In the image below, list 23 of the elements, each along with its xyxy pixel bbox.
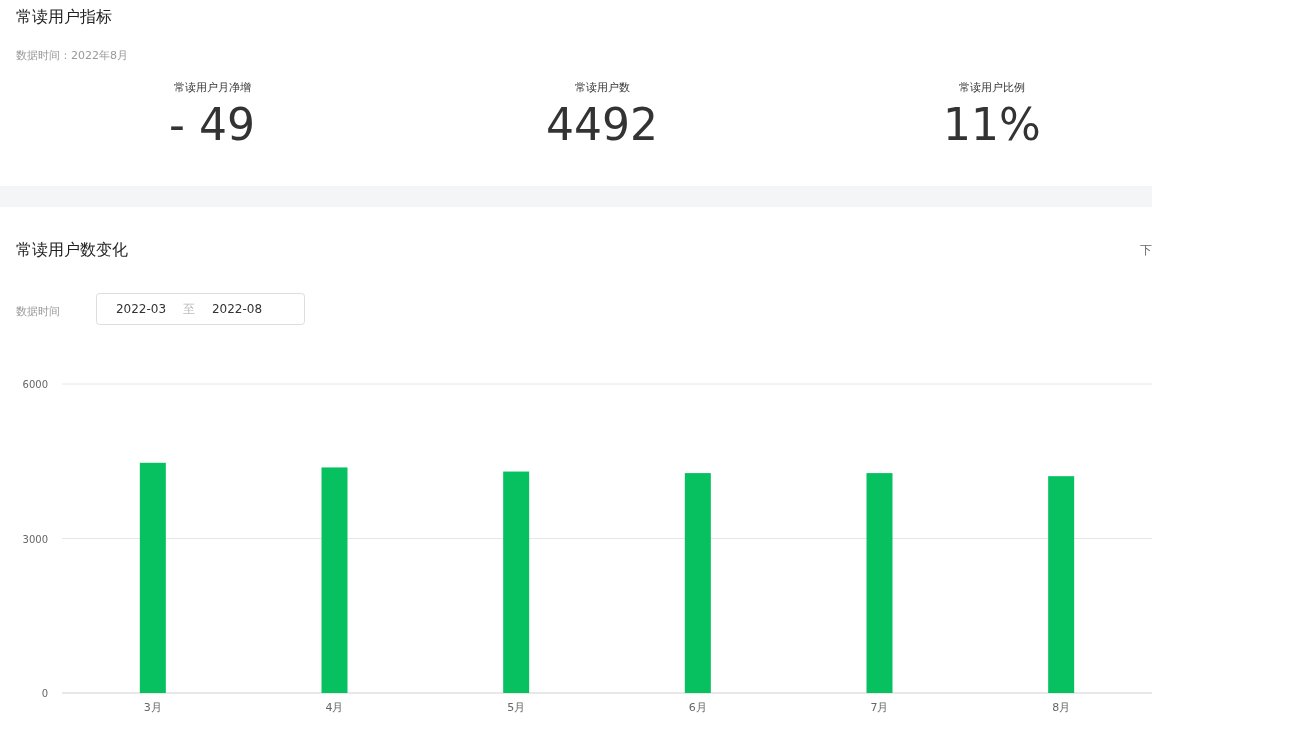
text: 至: [183, 302, 195, 316]
text: 下: [1140, 243, 1152, 257]
y-tick-label: 6000: [22, 379, 48, 390]
x-tick-label: 5月: [507, 701, 526, 714]
text: 数据时间: [16, 305, 60, 318]
text: 数据时间：2022年8月: [16, 49, 128, 62]
text: 常读用户指标: [16, 7, 112, 26]
text: 4492: [546, 99, 658, 150]
x-tick-label: 8月: [1052, 701, 1071, 714]
text: 常读用户月净增: [173, 81, 251, 94]
x-tick-label: 4月: [325, 701, 344, 714]
x-tick-label: 3月: [143, 701, 162, 714]
y-tick-label: 0: [41, 688, 48, 699]
x-tick-label: 6月: [688, 701, 707, 714]
text: - 49: [169, 99, 255, 150]
text: 常读用户数: [574, 81, 630, 94]
y-tick-label: 3000: [22, 533, 48, 545]
chart-title: 常读用户数变化: [16, 240, 128, 259]
text: 常读用户比例: [959, 81, 1025, 94]
text: 2022-03: [115, 302, 167, 316]
text: 2022-08: [211, 302, 263, 316]
x-tick-label: 7月: [870, 701, 889, 714]
text: 11%: [943, 99, 1041, 150]
